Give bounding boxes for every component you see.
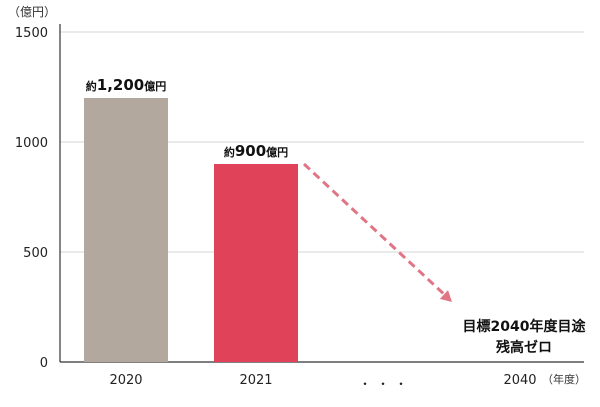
y-tick-label-1000: 1000 bbox=[15, 136, 48, 151]
x-tick-label-2021: 2021 bbox=[239, 373, 272, 388]
dashed-arrow-line bbox=[302, 162, 448, 298]
data-label-2021: 約900億円 bbox=[224, 142, 288, 160]
x-tick-label-2040: 2040 bbox=[503, 373, 536, 388]
x-axis-unit-label: （年度） bbox=[542, 372, 586, 386]
y-axis-unit-label: （億円） bbox=[8, 5, 56, 19]
data-label-value: 1,200 bbox=[97, 76, 144, 94]
data-label-suffix: 億円 bbox=[144, 79, 166, 93]
data-label-value: 900 bbox=[235, 142, 266, 160]
arrow-head bbox=[439, 290, 452, 302]
bar-2021 bbox=[214, 164, 298, 362]
data-label-prefix: 約 bbox=[224, 145, 235, 159]
annotation: 目標2040年度目途 残高ゼロ bbox=[302, 162, 587, 356]
data-label-prefix: 約 bbox=[86, 79, 97, 93]
bar-2020 bbox=[84, 98, 168, 362]
x-tick-label-2020: 2020 bbox=[109, 373, 142, 388]
y-tick-label-0: 0 bbox=[40, 356, 48, 371]
y-tick-label-500: 500 bbox=[23, 246, 48, 261]
bars bbox=[84, 98, 298, 362]
x-axis-ticks: 2020 2021 ・・・ 2040 （年度） bbox=[109, 372, 586, 391]
annotation-line1: 目標2040年度目途 bbox=[463, 318, 587, 335]
x-tick-label-ellipsis: ・・・ bbox=[359, 377, 413, 391]
y-tick-label-1500: 1500 bbox=[15, 26, 48, 41]
data-label-suffix: 億円 bbox=[266, 145, 288, 159]
annotation-line2: 残高ゼロ bbox=[496, 339, 552, 356]
data-label-2020: 約1,200億円 bbox=[86, 76, 166, 94]
